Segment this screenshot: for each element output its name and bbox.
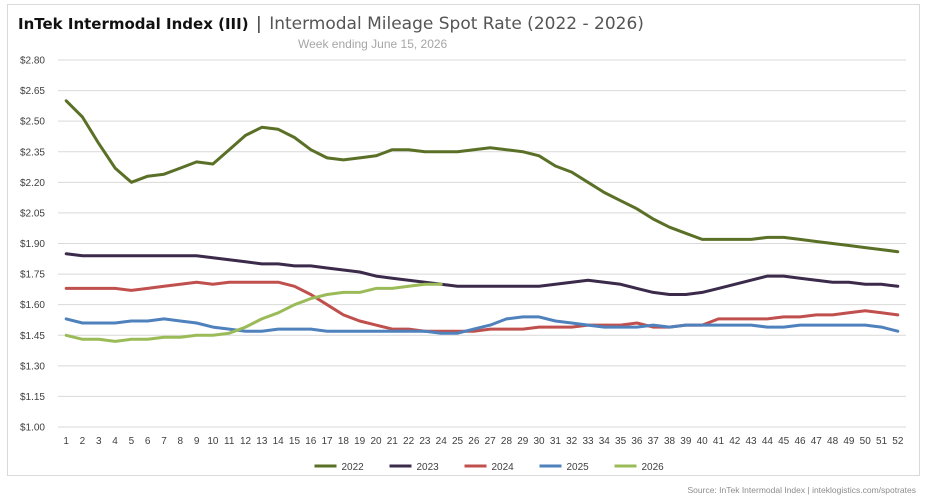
y-tick-label: $2.35: [20, 147, 45, 158]
x-tick-label: 3: [96, 436, 102, 447]
x-tick-label: 21: [387, 436, 399, 447]
series-line-2024: [64, 280, 900, 333]
x-tick-label: 48: [827, 436, 839, 447]
y-tick-label: $1.45: [20, 331, 45, 342]
week-note: Week ending June 15, 2026: [298, 37, 448, 51]
series-line-2022: [64, 99, 900, 254]
y-tick-label: $2.65: [20, 86, 45, 97]
x-tick-label: 23: [419, 436, 431, 447]
x-tick-label: 9: [194, 436, 200, 447]
chart-subtitle: Intermodal Mileage Spot Rate (2022 - 202…: [269, 14, 644, 34]
x-tick-label: 42: [729, 436, 741, 447]
x-tick-label: 36: [631, 436, 643, 447]
legend-label-2023: 2023: [417, 462, 440, 473]
y-tick-label: $1.90: [20, 239, 45, 250]
x-tick-label: 32: [566, 436, 578, 447]
x-tick-label: 4: [112, 436, 118, 447]
legend-label-2024: 2024: [492, 462, 515, 473]
x-tick-label: 11: [224, 436, 235, 447]
x-tick-label: 41: [713, 436, 725, 447]
x-tick-label: 26: [468, 436, 480, 447]
x-tick-label: 51: [876, 436, 888, 447]
y-tick-label: $2.05: [20, 208, 45, 219]
x-tick-label: 8: [178, 436, 184, 447]
x-tick-label: 39: [680, 436, 692, 447]
y-tick-label: $1.15: [20, 392, 45, 403]
series-line-2025: [64, 315, 900, 335]
y-tick-label: $2.80: [20, 56, 45, 67]
x-tick-label: 22: [403, 436, 415, 447]
x-tick-label: 52: [892, 436, 904, 447]
x-tick-label: 7: [161, 436, 167, 447]
legend-label-2026: 2026: [642, 462, 665, 473]
x-tick-label: 18: [338, 436, 350, 447]
x-tick-label: 5: [129, 436, 135, 447]
y-tick-label: $1.30: [20, 361, 45, 372]
x-tick-label: 40: [697, 436, 709, 447]
x-tick-label: 31: [550, 436, 562, 447]
x-tick-label: 10: [207, 436, 219, 447]
x-tick-label: 44: [762, 436, 774, 447]
y-tick-label: $2.20: [20, 178, 45, 189]
x-tick-label: 27: [485, 436, 497, 447]
y-tick-label: $1.75: [20, 270, 45, 281]
x-tick-label: 37: [648, 436, 660, 447]
x-tick-label: 1: [63, 436, 69, 447]
x-tick-label: 20: [370, 436, 382, 447]
series-line-2026: [64, 282, 443, 343]
x-tick-label: 50: [860, 436, 872, 447]
x-tick-label: 15: [289, 436, 301, 447]
series-line-2023: [64, 252, 900, 296]
x-tick-label: 38: [664, 436, 676, 447]
x-tick-label: 34: [599, 436, 611, 447]
x-tick-label: 17: [322, 436, 334, 447]
x-tick-label: 13: [256, 436, 268, 447]
x-tick-label: 29: [517, 436, 529, 447]
x-tick-label: 35: [615, 436, 627, 447]
x-tick-label: 16: [305, 436, 317, 447]
y-tick-label: $1.60: [20, 300, 45, 311]
x-tick-label: 33: [582, 436, 594, 447]
x-tick-label: 12: [240, 436, 252, 447]
y-tick-label: $2.50: [20, 117, 45, 128]
legend-label-2025: 2025: [567, 462, 590, 473]
x-tick-label: 25: [452, 436, 464, 447]
legend-label-2022: 2022: [342, 462, 365, 473]
x-tick-label: 45: [778, 436, 790, 447]
index-title: InTek Intermodal Index (III): [18, 15, 249, 33]
source-note: Source: InTek Intermodal Index | inteklo…: [687, 485, 916, 495]
chart-title: InTek Intermodal Index (III) | Intermoda…: [18, 14, 644, 34]
x-tick-label: 6: [145, 436, 151, 447]
chart-frame: [7, 4, 920, 476]
x-tick-label: 28: [501, 436, 513, 447]
x-tick-label: 19: [354, 436, 366, 447]
x-tick-label: 30: [534, 436, 546, 447]
x-tick-label: 24: [436, 436, 448, 447]
x-tick-label: 49: [843, 436, 855, 447]
x-tick-label: 14: [273, 436, 285, 447]
title-separator: |: [256, 14, 262, 34]
y-tick-label: $1.00: [20, 423, 45, 434]
x-tick-label: 46: [794, 436, 806, 447]
x-tick-label: 43: [746, 436, 758, 447]
x-tick-label: 47: [811, 436, 823, 447]
x-tick-label: 2: [80, 436, 86, 447]
